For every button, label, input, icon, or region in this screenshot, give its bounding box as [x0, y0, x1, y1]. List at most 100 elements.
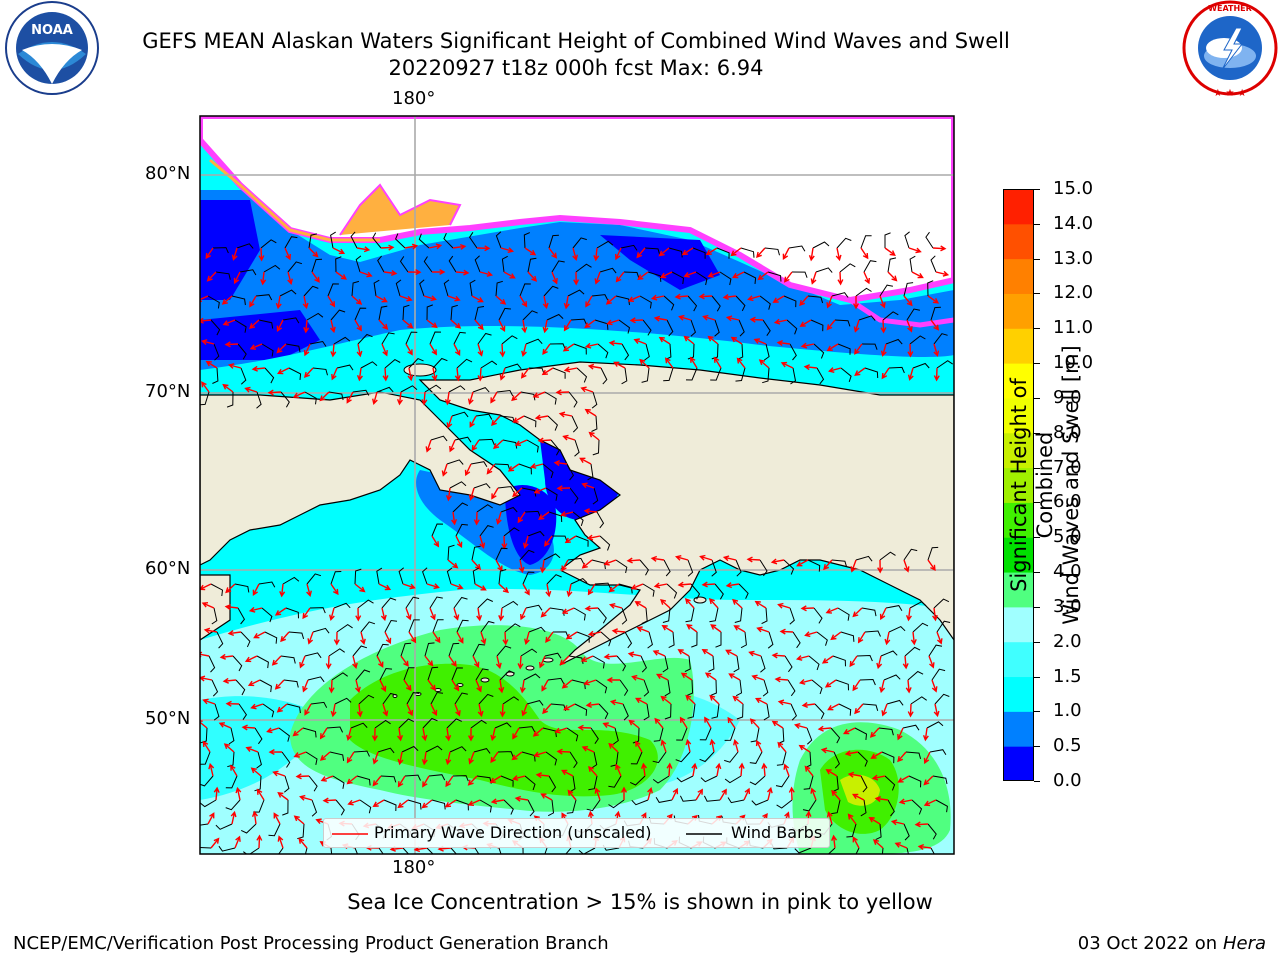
wind-barb — [353, 750, 370, 757]
wave-direction-arrow — [923, 775, 934, 786]
wind-barb — [479, 525, 494, 537]
wind-barb — [527, 530, 545, 537]
wind-barb — [668, 631, 675, 649]
wind-barb — [350, 231, 358, 249]
wave-direction-arrow — [756, 247, 766, 258]
wind-barb — [426, 847, 434, 854]
wind-barb — [278, 727, 290, 742]
wave-direction-arrow — [603, 653, 618, 660]
wind-barb — [376, 643, 389, 657]
wind-and-wave-vectors — [200, 231, 953, 854]
wind-barb — [545, 751, 558, 766]
wave-direction-arrow — [356, 246, 371, 253]
wind-barb — [524, 510, 541, 518]
wind-barb — [305, 751, 318, 765]
wind-barb — [807, 295, 824, 304]
colorbar-tick — [1034, 432, 1040, 434]
wave-direction-arrow — [715, 762, 722, 777]
wave-direction-arrow — [529, 463, 544, 469]
wind-barb — [407, 799, 422, 810]
wind-barb — [643, 679, 650, 697]
wave-direction-arrow — [455, 535, 463, 548]
wind-barb — [543, 553, 561, 561]
wind-barb — [377, 747, 395, 754]
wave-direction-arrow — [627, 651, 642, 658]
wind-barb — [687, 295, 698, 312]
wave-direction-arrow — [427, 679, 436, 691]
wind-barb — [586, 799, 601, 812]
wave-direction-arrow — [930, 319, 940, 331]
wave-direction-arrow — [876, 655, 883, 670]
wave-direction-arrow — [201, 602, 215, 609]
wave-contour-4m — [350, 663, 658, 797]
wave-direction-arrow — [776, 340, 791, 346]
wave-direction-arrow — [511, 391, 522, 402]
wind-barb — [570, 578, 588, 585]
wave-direction-arrow — [227, 363, 242, 369]
wind-barb — [572, 511, 584, 527]
wind-barb — [856, 654, 873, 662]
wave-direction-arrow — [666, 762, 673, 777]
wave-direction-arrow — [572, 247, 578, 262]
wave-direction-arrow — [800, 342, 815, 349]
wind-barb — [522, 310, 538, 321]
wave-direction-arrow — [397, 775, 406, 788]
wind-barb — [783, 295, 797, 308]
wave-direction-arrow — [593, 247, 600, 262]
wind-barb — [427, 666, 439, 681]
wave-direction-arrow — [874, 796, 889, 803]
wind-barb — [860, 235, 872, 249]
wind-barb — [526, 439, 539, 453]
wind-barb — [912, 622, 929, 633]
lat-label-80: 80°N — [145, 163, 191, 184]
wave-direction-arrow — [235, 786, 242, 801]
wave-direction-arrow — [477, 703, 484, 718]
wave-direction-arrow — [615, 271, 625, 283]
wind-barb — [480, 620, 495, 633]
wind-barb — [879, 284, 894, 297]
wave-direction-arrow — [248, 606, 263, 613]
wave-direction-arrow — [897, 775, 910, 783]
wave-direction-arrow — [331, 367, 338, 381]
wind-barb — [422, 567, 428, 585]
wave-direction-arrow — [881, 703, 888, 717]
wave-direction-arrow — [244, 386, 258, 393]
colorbar-tick-label: 0.5 — [1053, 735, 1082, 757]
wind-barb — [475, 413, 493, 420]
wave-direction-arrow — [636, 247, 646, 259]
wave-direction-arrow — [403, 679, 412, 692]
wind-barb — [285, 343, 301, 353]
wind-barb — [567, 289, 585, 297]
wind-barb — [218, 845, 236, 852]
wave-direction-arrow — [273, 812, 281, 825]
wind-barb — [307, 676, 325, 683]
wave-direction-arrow — [581, 559, 593, 569]
colorbar — [1003, 189, 1034, 781]
wave-direction-arrow — [224, 604, 239, 611]
wind-barb — [408, 619, 420, 633]
wind-barb — [708, 655, 715, 672]
wind-barb — [208, 655, 216, 673]
wave-direction-arrow — [854, 703, 864, 715]
wind-barb — [547, 677, 565, 684]
wave-direction-arrow — [383, 270, 398, 276]
wave-direction-arrow — [842, 727, 856, 735]
wave-direction-arrow — [397, 727, 404, 742]
wave-direction-arrow — [375, 295, 388, 303]
wave-direction-arrow — [351, 295, 363, 305]
wind-barb — [357, 333, 373, 345]
wind-barb — [501, 335, 518, 345]
wave-direction-arrow — [653, 315, 668, 322]
wave-direction-arrow — [425, 439, 432, 453]
wind-barb — [327, 283, 339, 297]
wind-barb — [336, 623, 353, 633]
wind-barb — [727, 797, 745, 804]
wind-barb — [588, 775, 598, 791]
wind-barb — [854, 727, 868, 740]
colorbar-tick — [1034, 746, 1040, 748]
wave-direction-arrow — [295, 773, 310, 780]
colorbar-band — [1003, 746, 1034, 781]
colorbar-tick — [1034, 293, 1040, 295]
wind-barb — [813, 607, 823, 624]
wave-direction-arrow — [479, 271, 494, 277]
